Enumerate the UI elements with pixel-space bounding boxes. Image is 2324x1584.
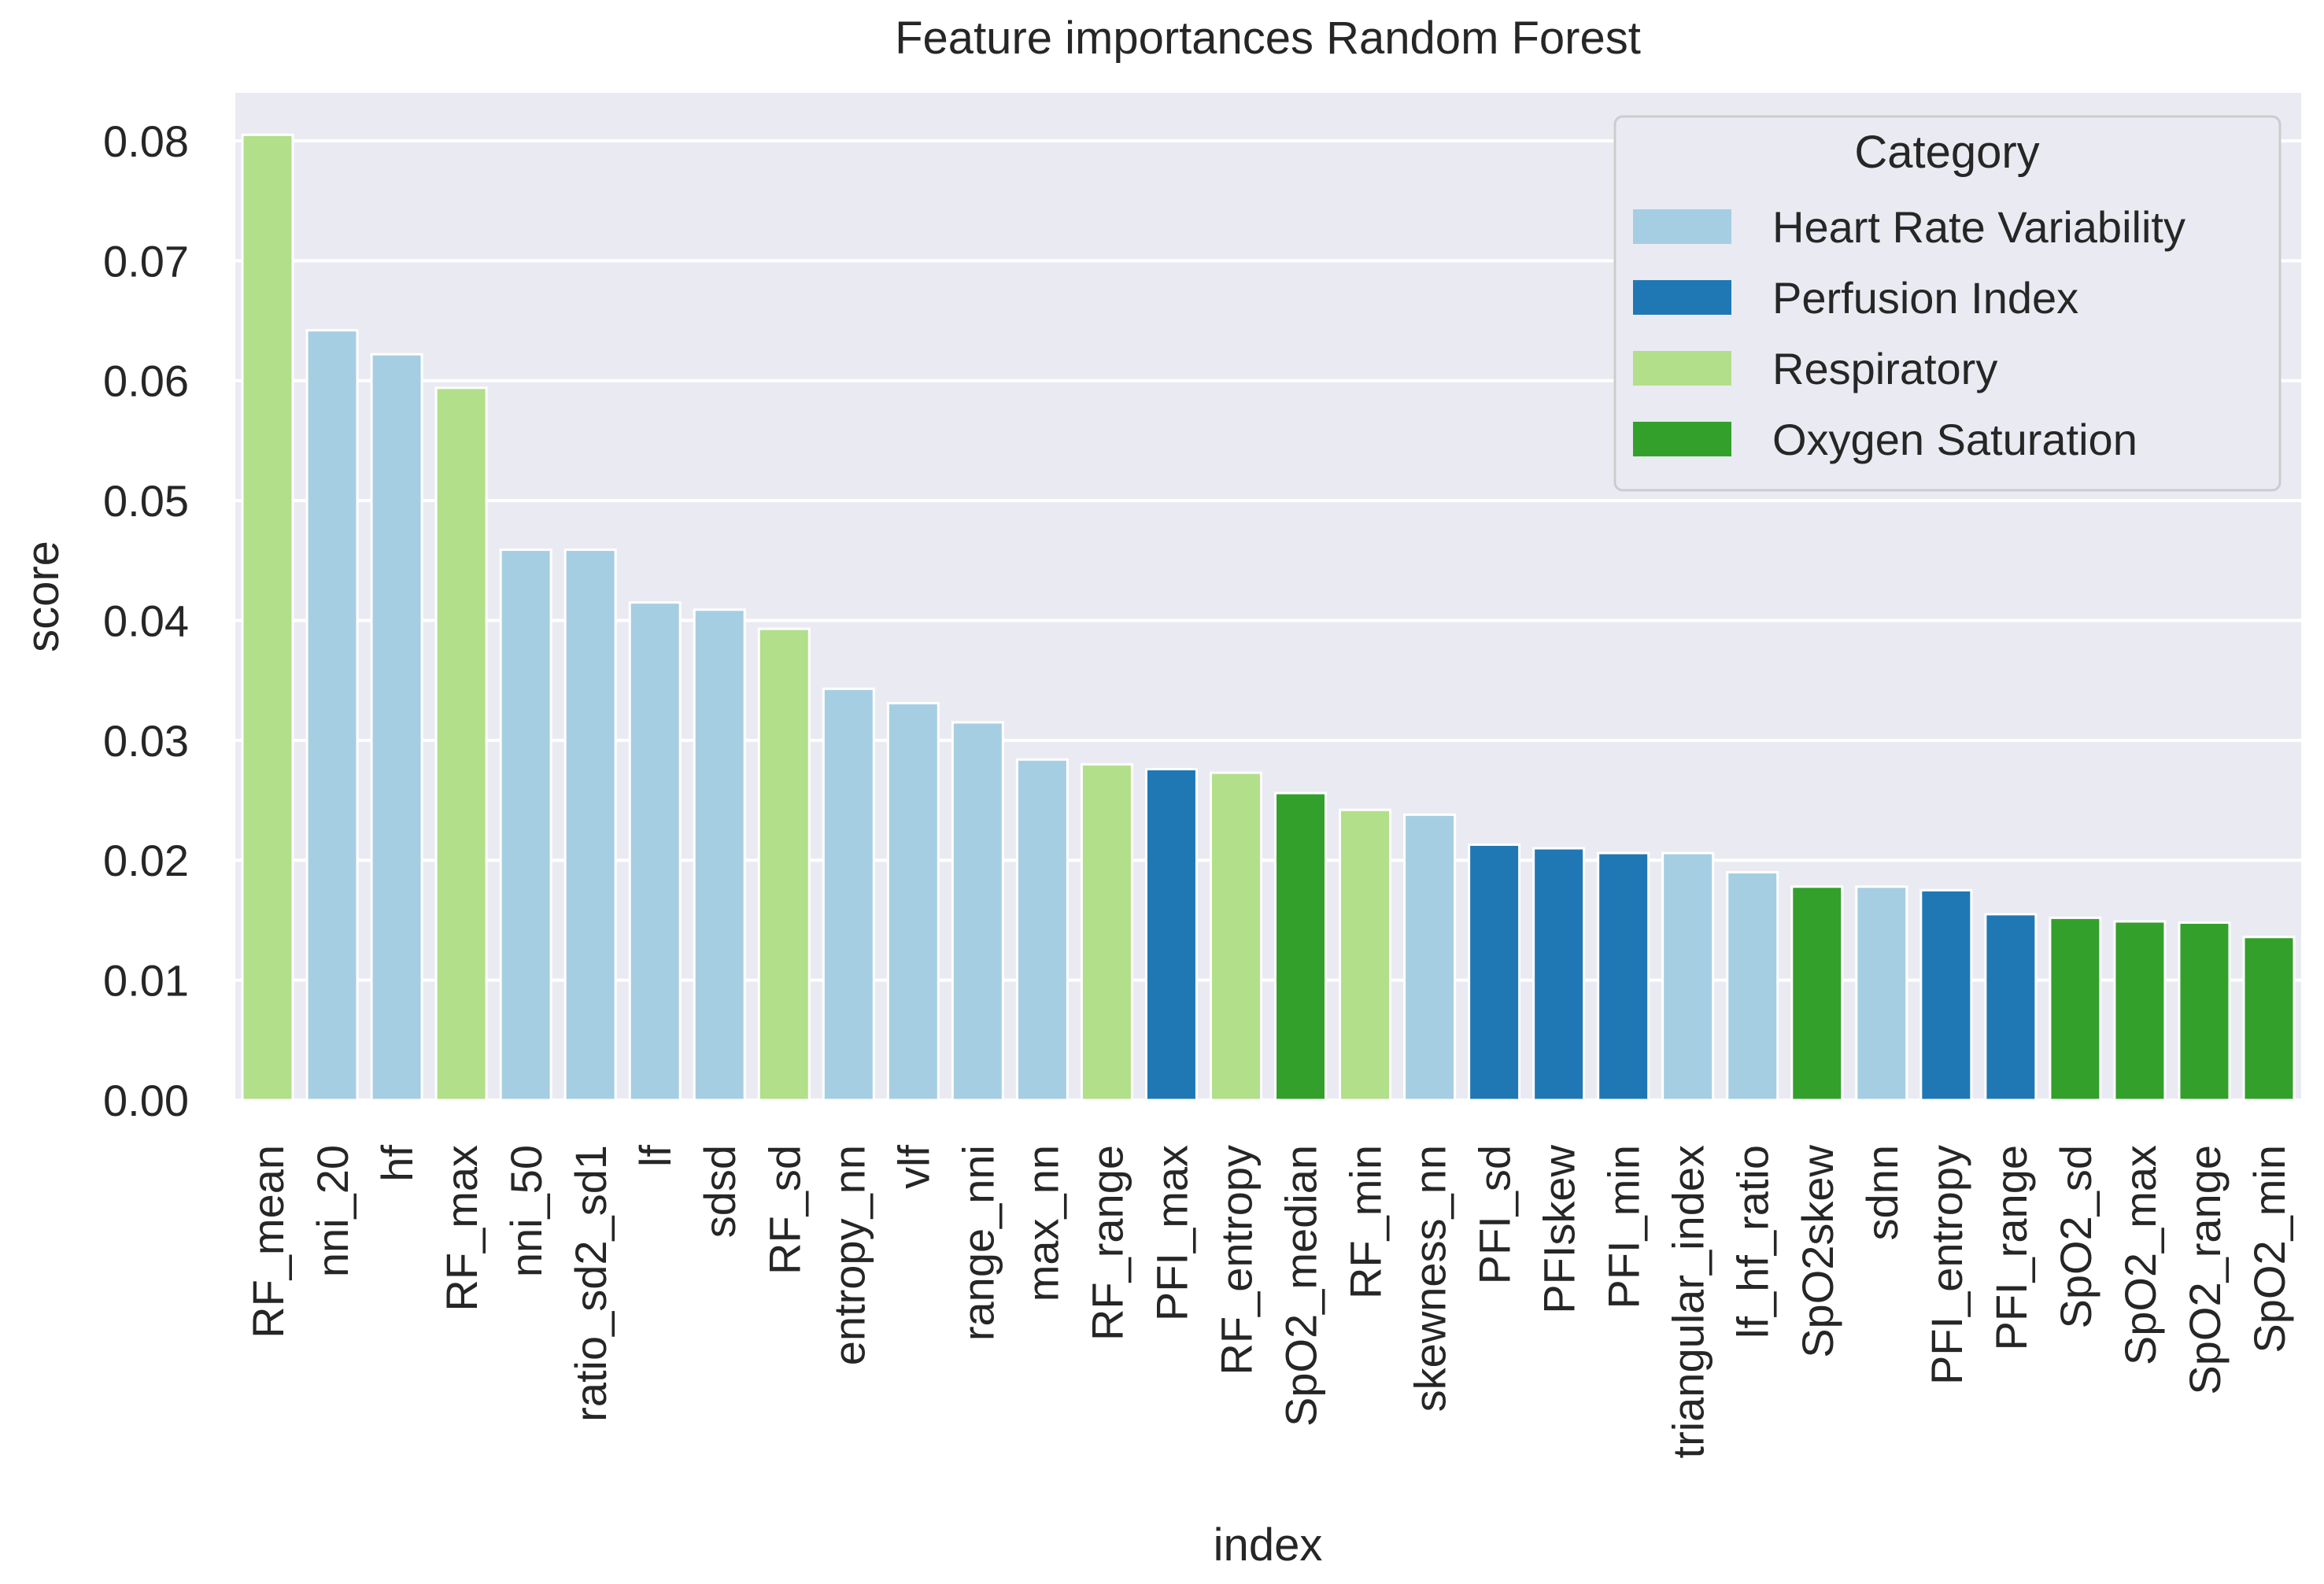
x-tick-label: range_nni xyxy=(953,1145,1003,1341)
y-tick-label: 0.00 xyxy=(103,1076,189,1125)
x-tick-label: RF_entropy xyxy=(1211,1145,1261,1375)
bar-ratio_sd2_sd1 xyxy=(563,548,617,1102)
bar-nni_50 xyxy=(499,548,552,1102)
bar-max_nn xyxy=(1015,758,1069,1102)
bar-RF_min xyxy=(1339,808,1392,1102)
x-tick-label: SpO2_range xyxy=(2180,1145,2230,1395)
legend-swatch xyxy=(1633,280,1731,315)
legend-swatch xyxy=(1633,351,1731,386)
legend-entry-label: Oxygen Saturation xyxy=(1772,415,2137,464)
bar-RF_entropy xyxy=(1209,771,1262,1102)
x-tick-label: RF_min xyxy=(1341,1145,1391,1299)
y-tick-label: 0.07 xyxy=(103,236,189,286)
x-tick-label: PFI_sd xyxy=(1470,1145,1520,1284)
chart-title: Feature importances Random Forest xyxy=(895,13,1641,64)
bar-PFI_sd xyxy=(1468,843,1521,1102)
bar-RF_mean xyxy=(241,133,294,1102)
bar-SpO2_min xyxy=(2242,936,2296,1102)
bar-hf xyxy=(370,353,423,1102)
x-tick-label: triangular_index xyxy=(1664,1145,1713,1458)
y-tick-label: 0.05 xyxy=(103,476,189,526)
bar-PFI_min xyxy=(1597,851,1650,1102)
bar-sdsd xyxy=(693,608,746,1102)
x-tick-label: ratio_sd2_sd1 xyxy=(566,1145,615,1422)
bar-sdnn xyxy=(1855,885,1908,1102)
x-tick-label: PFI_range xyxy=(1986,1145,2036,1351)
legend: Category Heart Rate Variability Perfusion… xyxy=(1613,115,2282,492)
bar-range_nni xyxy=(951,721,1004,1102)
bar-RF_sd xyxy=(757,627,811,1102)
x-tick-label: skewness_nn xyxy=(1406,1145,1455,1412)
bar-RF_range xyxy=(1080,762,1133,1102)
bar-entropy_nn xyxy=(822,687,875,1102)
bars xyxy=(241,133,2296,1102)
x-tick-label: SpO2_sd xyxy=(2051,1145,2100,1329)
x-tick-label: lf xyxy=(630,1145,680,1167)
legend-entries: Heart Rate Variability Perfusion Index Res… xyxy=(1633,202,2185,464)
bar-RF_max xyxy=(434,386,488,1102)
legend-swatch xyxy=(1633,209,1731,244)
x-tick-label: RF_sd xyxy=(759,1145,809,1275)
bar-SpO2_range xyxy=(2178,921,2231,1102)
legend-title: Category xyxy=(1854,127,2039,178)
bar-SpO2_max xyxy=(2113,920,2167,1102)
x-tick-label: nni_20 xyxy=(308,1145,357,1277)
x-tick-labels: RF_mean nni_20 hf RF_max nni_50 ratio_sd2_sd1… xyxy=(243,1144,2294,1458)
legend-entry-label: Heart Rate Variability xyxy=(1772,202,2185,252)
bar-lf_hf_ratio xyxy=(1726,870,1779,1102)
legend-entry-label: Respiratory xyxy=(1772,344,1997,393)
y-tick-labels: 0.00 0.01 0.02 0.03 0.04 0.05 0.06 0.07 0.08 xyxy=(103,116,189,1125)
y-tick-label: 0.03 xyxy=(103,716,189,766)
bar-PFI_entropy xyxy=(1919,888,1973,1102)
x-tick-label: PFIskew xyxy=(1535,1144,1584,1313)
x-tick-label: entropy_nn xyxy=(824,1145,874,1365)
x-tick-label: RF_range xyxy=(1082,1145,1132,1341)
x-tick-label: vlf xyxy=(889,1145,938,1189)
legend-frame xyxy=(1613,115,2282,492)
x-tick-label: PFI_min xyxy=(1599,1145,1649,1309)
y-tick-label: 0.08 xyxy=(103,116,189,166)
bar-SpO2_median xyxy=(1274,792,1328,1102)
bar-vlf xyxy=(886,702,940,1102)
y-tick-label: 0.04 xyxy=(103,596,189,645)
x-tick-label: SpO2skew xyxy=(1793,1144,1842,1357)
x-tick-label: lf_hf_ratio xyxy=(1728,1145,1778,1338)
bar-PFI_max xyxy=(1144,767,1198,1102)
bar-nni_20 xyxy=(305,329,359,1102)
x-tick-label: RF_max xyxy=(437,1145,486,1312)
y-tick-label: 0.02 xyxy=(103,836,189,885)
bar-skewness_nn xyxy=(1403,813,1457,1102)
x-tick-label: SpO2_max xyxy=(2115,1145,2165,1365)
x-tick-label: sdsd xyxy=(695,1145,744,1238)
x-tick-label: PFI_entropy xyxy=(1922,1145,1971,1385)
x-tick-label: SpO2_min xyxy=(2245,1145,2294,1353)
bar-SpO2_sd xyxy=(2049,916,2102,1102)
x-tick-label: SpO2_median xyxy=(1277,1145,1326,1427)
y-axis-label: score xyxy=(17,541,68,652)
legend-swatch xyxy=(1633,422,1731,456)
bar-PFIskew xyxy=(1532,847,1586,1102)
legend-entry-label: Perfusion Index xyxy=(1772,273,2078,323)
bar-SpO2skew xyxy=(1790,885,1844,1102)
x-tick-label: sdnn xyxy=(1857,1145,1907,1240)
bar-lf xyxy=(628,601,682,1102)
x-tick-label: RF_mean xyxy=(243,1145,293,1338)
x-tick-label: hf xyxy=(372,1145,422,1182)
x-tick-label: PFI_max xyxy=(1147,1145,1196,1321)
y-tick-label: 0.01 xyxy=(103,956,189,1006)
bar-triangular_index xyxy=(1661,851,1715,1102)
x-tick-label: nni_50 xyxy=(501,1145,551,1277)
bar-PFI_range xyxy=(1984,913,2038,1102)
y-tick-label: 0.06 xyxy=(103,356,189,406)
x-axis-label: index xyxy=(1214,1519,1323,1571)
x-tick-label: max_nn xyxy=(1018,1145,1067,1302)
